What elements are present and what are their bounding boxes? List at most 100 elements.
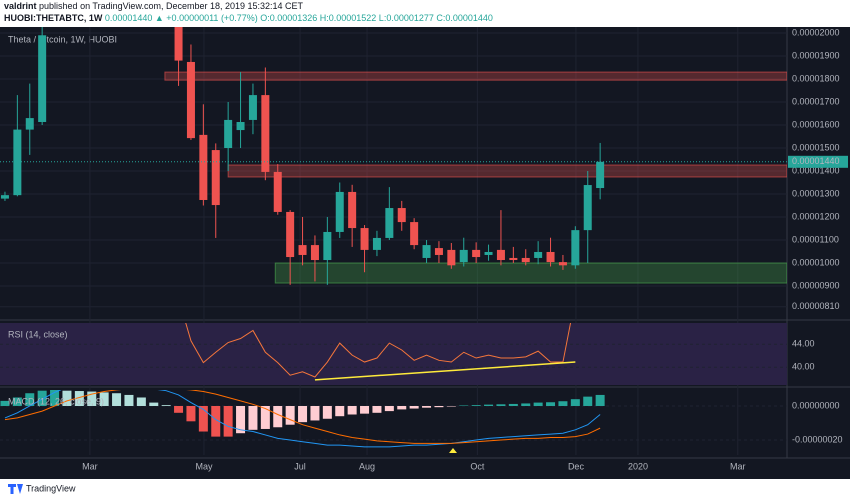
candle-body: [335, 191, 344, 232]
candle-body: [434, 248, 443, 255]
zone: [274, 262, 787, 284]
zone: [164, 71, 787, 81]
histogram-bar: [484, 404, 494, 406]
histogram-bar: [0, 400, 10, 406]
macd-line: [4, 390, 601, 448]
histogram-bar: [12, 397, 22, 406]
signal-line: [4, 390, 601, 444]
candle-body: [447, 249, 456, 266]
histogram-bar: [583, 396, 593, 406]
candle-body: [199, 134, 208, 200]
y-tick-label: 0.00001700: [792, 96, 840, 106]
candle-body: [13, 129, 22, 196]
histogram-bar: [446, 405, 456, 407]
candle-body: [174, 27, 183, 61]
header-bar: [0, 0, 850, 27]
candle-body: [261, 95, 270, 172]
histogram-bar: [149, 402, 159, 406]
y-tick-label: 0.00001600: [792, 119, 840, 129]
histogram-bar: [422, 405, 432, 408]
y-tick-label: 0.00001100: [792, 234, 839, 244]
x-tick-label: Dec: [568, 461, 585, 471]
histogram-bar: [347, 405, 357, 415]
y-tick-label: -0.00000020: [792, 434, 843, 444]
x-tick-label: Oct: [470, 461, 485, 471]
candle-body: [348, 191, 357, 229]
histogram-bar: [37, 390, 47, 406]
candle-body: [509, 257, 518, 261]
candle-body: [25, 118, 34, 130]
candle-body: [310, 245, 319, 261]
histogram-bar: [558, 401, 568, 406]
quote-line: HUOBI:THETABTC, 1W 0.00001440 ▲ +0.00000…: [4, 13, 493, 23]
histogram-bar: [273, 405, 283, 428]
candle-body: [397, 208, 406, 223]
histogram-bar: [508, 403, 518, 406]
candle-body: [0, 195, 9, 199]
histogram-bar: [186, 405, 196, 422]
y-tick-label: 0.00001200: [792, 211, 840, 221]
histogram-bar: [434, 405, 444, 408]
histogram-bar: [310, 405, 320, 421]
histogram-bar: [546, 402, 556, 406]
candle-body: [459, 249, 468, 263]
footer-bar: [0, 479, 850, 500]
candle-body: [360, 228, 369, 250]
y-tick-label: 40.00: [792, 362, 815, 372]
candle-body: [248, 95, 257, 120]
candle-body: [323, 231, 332, 261]
histogram-bar: [521, 403, 531, 406]
y-tick-label: 44.00: [792, 339, 815, 349]
histogram-bar: [87, 391, 97, 406]
candle-body: [472, 249, 481, 258]
histogram-bar: [384, 405, 394, 412]
y-tick-label: 0.00002000: [792, 27, 840, 37]
histogram-bar: [260, 405, 270, 429]
histogram-bar: [595, 394, 605, 406]
histogram-bar: [124, 394, 134, 406]
histogram-bar: [136, 397, 146, 406]
histogram-bar: [161, 405, 171, 406]
pane-plot: [0, 27, 787, 285]
candle-body: [571, 230, 580, 266]
candle-body: [211, 150, 220, 206]
candle-body: [422, 245, 431, 258]
candle-body: [484, 251, 493, 255]
histogram-bar: [322, 405, 332, 419]
trendline: [314, 361, 576, 381]
candle-body: [273, 171, 282, 212]
brand: TradingView: [26, 483, 76, 493]
candle-body: [286, 211, 295, 258]
histogram-bar: [99, 392, 109, 406]
y-tick-label: 0.00001300: [792, 188, 840, 198]
x-tick-label: Mar: [82, 461, 98, 471]
candle-body: [236, 122, 245, 131]
pane-plot: [0, 390, 605, 448]
candle-body: [38, 35, 47, 123]
x-tick-label: Aug: [359, 461, 375, 471]
pane-background: [0, 323, 787, 385]
candle-body: [596, 161, 605, 189]
candle-body: [224, 119, 233, 149]
histogram-bar: [409, 405, 419, 409]
pane-plot: [185, 323, 576, 381]
event-marker: [449, 448, 457, 453]
y-tick-label: 0.00001400: [792, 165, 840, 175]
x-tick-label: Mar: [730, 461, 746, 471]
candle-body: [534, 251, 543, 258]
candle-body: [372, 237, 381, 250]
chart-title: Theta / Bitcoin, 1W, HUOBI: [8, 34, 117, 44]
candle-body: [546, 251, 555, 263]
histogram-bar: [198, 405, 208, 432]
histogram-bar: [496, 404, 506, 406]
candle-body: [496, 249, 505, 261]
y-tick-label: 0.00000810: [792, 301, 840, 311]
histogram-bar: [112, 393, 122, 406]
candle-body: [385, 208, 394, 238]
histogram-bar: [62, 390, 72, 406]
histogram-bar: [372, 405, 382, 413]
histogram-bar: [533, 402, 543, 406]
histogram-bar: [211, 405, 221, 437]
last-price-box: [788, 155, 848, 168]
